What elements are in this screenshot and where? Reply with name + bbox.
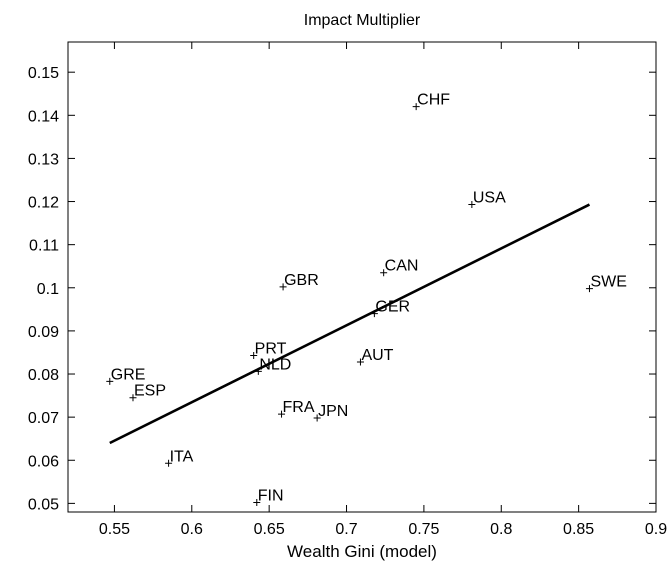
- plus-marker: [165, 459, 173, 467]
- x-tick-label: 0.85: [563, 521, 594, 538]
- point-label: GBR: [284, 272, 319, 289]
- y-tick-label: 0.15: [28, 65, 59, 82]
- plus-marker: [412, 103, 420, 111]
- x-axis: 0.55 0.6 0.65 0.7 0.75 0.8 0.85 0.9: [99, 42, 667, 538]
- point-label: GER: [375, 299, 410, 316]
- y-tick-label: 0.13: [28, 151, 59, 168]
- plus-marker: [585, 285, 593, 293]
- point-label: CAN: [385, 258, 419, 275]
- x-tick-label: 0.8: [490, 521, 512, 538]
- data-point-usa: USA: [468, 190, 506, 209]
- point-label: ITA: [170, 448, 194, 465]
- y-tick-label: 0.09: [28, 324, 59, 341]
- point-label: NLD: [259, 356, 291, 373]
- data-point-chf: CHF: [412, 92, 450, 111]
- x-tick-label: 0.65: [254, 521, 285, 538]
- x-tick-label: 0.6: [181, 521, 203, 538]
- point-label: JPN: [318, 403, 348, 420]
- plus-marker: [380, 269, 388, 277]
- regression-line: [109, 203, 591, 445]
- plus-marker: [468, 201, 476, 209]
- point-label: GRE: [111, 366, 146, 383]
- point-label: FIN: [258, 488, 284, 505]
- data-point-gbr: GBR: [279, 272, 319, 291]
- data-point-ger: GER: [370, 299, 410, 318]
- data-point-aut: AUT: [356, 347, 394, 366]
- x-tick-label: 0.75: [408, 521, 439, 538]
- data-point-nld: NLD: [254, 356, 291, 375]
- y-tick-label: 0.1: [37, 281, 59, 298]
- data-point-swe: SWE: [585, 274, 627, 293]
- data-point-fra: FRA: [278, 399, 315, 418]
- plus-marker: [279, 283, 287, 291]
- point-label: CHF: [417, 92, 450, 109]
- point-label: AUT: [361, 347, 393, 364]
- y-axis: 0.05 0.06 0.07 0.08 0.09 0.1 0.11 0.12 0.13 0.14 0…: [28, 65, 656, 513]
- x-tick-label: 0.7: [335, 521, 357, 538]
- plus-marker: [356, 358, 364, 366]
- data-point-jpn: JPN: [313, 403, 348, 422]
- y-tick-label: 0.07: [28, 410, 59, 427]
- point-label: USA: [473, 190, 506, 207]
- plot-area: [67, 41, 657, 513]
- y-tick-label: 0.05: [28, 496, 59, 513]
- plus-marker: [250, 351, 258, 359]
- point-label: PRT: [255, 340, 287, 357]
- data-point-can: CAN: [380, 258, 418, 277]
- plus-marker: [313, 414, 321, 422]
- y-tick-label: 0.12: [28, 195, 59, 212]
- data-point-esp: ESP: [129, 383, 166, 402]
- plus-marker: [106, 377, 114, 385]
- data-point-gre: GRE: [106, 366, 145, 385]
- y-tick-label: 0.11: [29, 238, 59, 255]
- x-tick-label: 0.55: [99, 521, 130, 538]
- plus-marker: [370, 310, 378, 318]
- plus-marker: [129, 394, 137, 402]
- x-axis-label: Wealth Gini (model): [287, 542, 437, 561]
- plus-marker: [254, 367, 262, 375]
- y-tick-label: 0.08: [28, 367, 59, 384]
- point-label: ESP: [134, 383, 166, 400]
- data-point-fin: FIN: [253, 488, 284, 507]
- data-point-ita: ITA: [165, 448, 194, 467]
- y-tick-label: 0.06: [28, 453, 59, 470]
- point-label: SWE: [590, 274, 626, 291]
- plus-marker: [278, 410, 286, 418]
- y-tick-label: 0.14: [28, 108, 59, 125]
- point-label: FRA: [283, 399, 315, 416]
- chart-title: Impact Multiplier: [304, 12, 421, 29]
- data-point-prt: PRT: [250, 340, 287, 359]
- x-tick-label: 0.9: [645, 521, 667, 538]
- plus-marker: [253, 499, 261, 507]
